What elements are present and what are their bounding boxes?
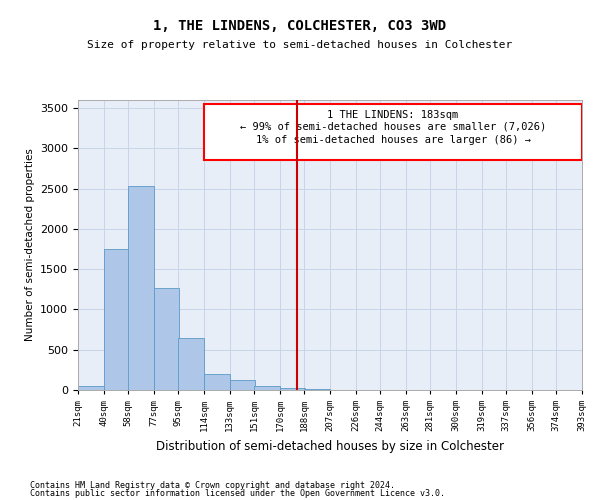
Text: 1 THE LINDENS: 183sqm: 1 THE LINDENS: 183sqm [328, 110, 458, 120]
Bar [254, 386, 280, 390]
Text: Contains public sector information licensed under the Open Government Licence v3: Contains public sector information licen… [30, 489, 445, 498]
Bar [280, 388, 305, 390]
FancyBboxPatch shape [204, 104, 582, 160]
Bar [78, 386, 104, 390]
Text: ← 99% of semi-detached houses are smaller (7,026): ← 99% of semi-detached houses are smalle… [240, 122, 546, 132]
Text: Size of property relative to semi-detached houses in Colchester: Size of property relative to semi-detach… [88, 40, 512, 50]
Bar [128, 186, 154, 390]
Text: 1% of semi-detached houses are larger (86) →: 1% of semi-detached houses are larger (8… [256, 134, 530, 144]
X-axis label: Distribution of semi-detached houses by size in Colchester: Distribution of semi-detached houses by … [156, 440, 504, 452]
Bar [178, 338, 204, 390]
Y-axis label: Number of semi-detached properties: Number of semi-detached properties [25, 148, 35, 342]
Bar [304, 389, 330, 390]
Text: 1, THE LINDENS, COLCHESTER, CO3 3WD: 1, THE LINDENS, COLCHESTER, CO3 3WD [154, 18, 446, 32]
Text: Contains HM Land Registry data © Crown copyright and database right 2024.: Contains HM Land Registry data © Crown c… [30, 480, 395, 490]
Bar [154, 288, 179, 390]
Bar [204, 374, 230, 390]
Bar [104, 249, 129, 390]
Bar [230, 380, 255, 390]
